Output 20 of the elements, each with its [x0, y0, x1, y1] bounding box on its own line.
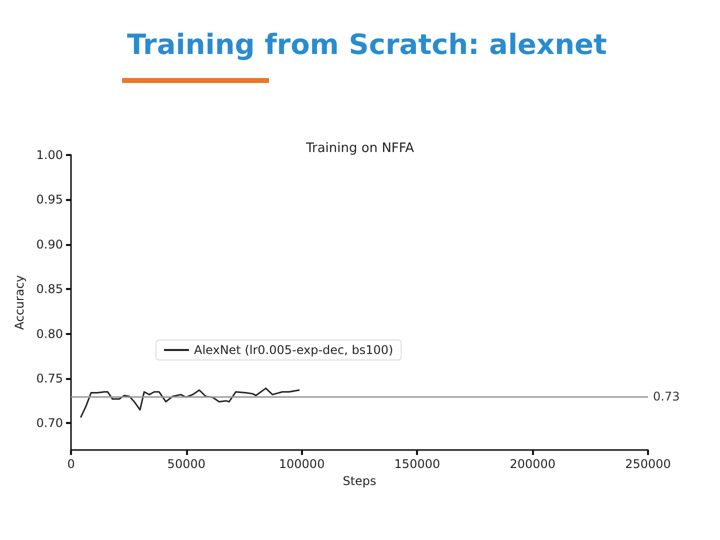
x-tick-label: 0	[67, 457, 75, 471]
x-tick-label: 200000	[510, 457, 556, 471]
chart-title: Training from Scratch: alexnet	[127, 28, 607, 61]
x-axis-title: Steps	[342, 474, 376, 488]
x-tick-label: 100000	[278, 457, 325, 471]
x-tick-label: 50000	[167, 457, 206, 471]
y-tick-label: 0.90	[36, 237, 63, 252]
y-tick-label: 1.00	[36, 148, 63, 162]
y-tick-label: 0.85	[36, 282, 63, 296]
x-tick-label: 150000	[394, 457, 440, 471]
y-tick-label: 0.80	[36, 326, 63, 341]
y-tick-label: 0.70	[36, 416, 63, 430]
y-tick-label: 0.95	[36, 192, 63, 207]
line-series	[80, 388, 300, 418]
legend-label: AlexNet (lr0.005-exp-dec, bs100)	[194, 343, 394, 357]
chart-subtitle: Training on NFFA	[304, 141, 414, 156]
x-tick-label: 250000	[625, 457, 671, 471]
y-axis-title: Accuracy	[12, 275, 26, 330]
ref-line-label: 0.73	[653, 389, 680, 404]
y-tick-label: 0.75	[36, 371, 63, 386]
